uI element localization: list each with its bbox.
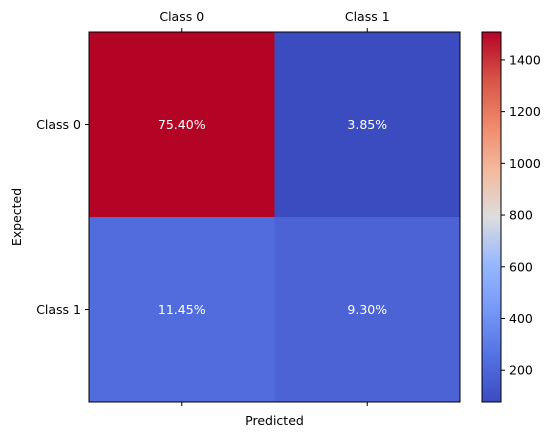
x-axis-label: Predicted [245, 413, 304, 428]
x-tick-label: Class 1 [345, 9, 390, 24]
cell-value-label: 9.30% [347, 302, 387, 317]
heatmap-cell [89, 217, 275, 402]
y-tick-label: Class 1 [36, 302, 81, 317]
cell-value-label: 3.85% [347, 117, 387, 132]
colorbar-tick-label: 600 [509, 259, 533, 274]
colorbar [481, 31, 502, 403]
colorbar-tick-label: 200 [509, 363, 533, 378]
heatmap-cell [274, 217, 460, 402]
y-tick-label: Class 0 [36, 117, 81, 132]
x-axis-ticks: Class 0 Class 1 [159, 9, 390, 406]
colorbar-ticks: 200 400 600 800 1000 1200 1400 [501, 52, 541, 378]
y-axis-label: Expected [9, 188, 24, 246]
heatmap-cell-labels: 75.40% 3.85% 11.45% 9.30% [158, 117, 387, 317]
heatmap-cell [89, 32, 275, 217]
heatmap-cells [89, 32, 460, 402]
colorbar-tick-label: 1400 [509, 52, 541, 67]
cell-value-label: 11.45% [158, 302, 206, 317]
x-tick-label: Class 0 [159, 9, 204, 24]
cell-value-label: 75.40% [158, 117, 206, 132]
y-axis-ticks: Class 0 Class 1 [36, 117, 89, 317]
colorbar-tick-label: 1200 [509, 104, 541, 119]
heatmap-cell [274, 32, 460, 217]
colorbar-tick-label: 1000 [509, 156, 541, 171]
colorbar-tick-label: 800 [509, 208, 533, 223]
colorbar-tick-label: 400 [509, 311, 533, 326]
plot-frame [88, 31, 461, 403]
